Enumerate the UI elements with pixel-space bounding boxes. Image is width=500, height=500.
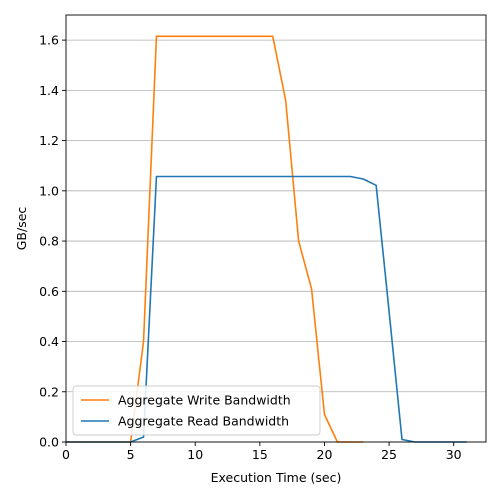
plot-frame <box>65 14 487 443</box>
x-tick-label-3: 15 <box>252 447 268 462</box>
x-tick-label-4: 20 <box>317 447 333 462</box>
series-line-write <box>66 35 364 443</box>
x-tick-label-5: 25 <box>381 447 397 462</box>
axis-ticks: 0 5 10 15 20 25 30 0.0 0.2 0.4 0.6 0.8 1.0 1.2 1.4 1.6 <box>39 33 462 462</box>
legend-box <box>72 385 321 436</box>
legend-label-write: Aggregate Write Bandwidth <box>118 393 291 408</box>
y-tick-label-1: 0.2 <box>39 384 59 399</box>
grid-lines <box>66 39 486 443</box>
x-axis-label: Execution Time (sec) <box>211 470 342 485</box>
legend-label-read: Aggregate Read Bandwidth <box>118 414 289 429</box>
y-axis-label: GB/sec <box>14 207 29 251</box>
series-line-read <box>66 175 467 443</box>
y-tick-label-8: 1.6 <box>39 33 59 48</box>
y-tick-label-2: 0.4 <box>39 334 59 349</box>
y-tick-label-7: 1.4 <box>39 83 59 98</box>
x-tick-label-6: 30 <box>446 447 462 462</box>
y-tick-label-4: 0.8 <box>39 234 59 249</box>
y-tick-label-3: 0.6 <box>39 284 59 299</box>
x-tick-label-0: 0 <box>62 447 70 462</box>
series-lines <box>66 35 467 443</box>
y-tick-label-5: 1.0 <box>39 183 59 198</box>
x-tick-label-2: 10 <box>187 447 203 462</box>
y-tick-label-6: 1.2 <box>39 133 59 148</box>
x-tick-label-1: 5 <box>127 447 135 462</box>
legend: Aggregate Write Bandwidth Aggregate Read… <box>72 385 321 436</box>
y-tick-label-0: 0.0 <box>39 435 59 450</box>
